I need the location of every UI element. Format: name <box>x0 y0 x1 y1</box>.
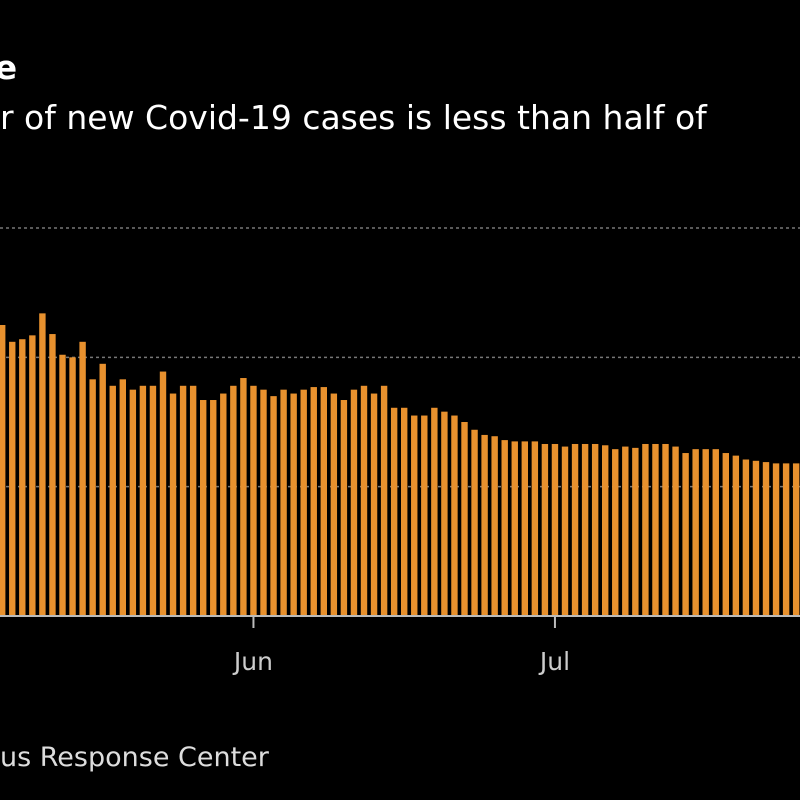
bar <box>19 339 26 616</box>
bar <box>541 443 549 616</box>
bar <box>79 341 86 616</box>
bar <box>581 443 589 616</box>
bar <box>129 389 137 616</box>
bar <box>280 389 287 616</box>
bar <box>491 436 498 616</box>
bar <box>210 400 217 616</box>
bar <box>461 422 468 616</box>
bar <box>591 443 599 616</box>
bar <box>330 393 338 616</box>
bar <box>401 407 408 616</box>
bar <box>612 449 619 616</box>
bar <box>752 460 760 616</box>
bar <box>380 385 388 616</box>
bar <box>200 400 207 616</box>
bar <box>250 385 257 616</box>
source-note: us Response Center <box>0 742 269 773</box>
bar <box>270 396 277 616</box>
bar <box>360 385 368 616</box>
bar <box>159 371 167 616</box>
bar <box>702 449 709 616</box>
bar <box>551 443 559 616</box>
bar <box>632 447 639 616</box>
bar <box>9 341 16 616</box>
bar <box>411 415 418 616</box>
bar <box>561 446 569 616</box>
bar <box>0 325 6 616</box>
bar <box>602 445 609 616</box>
bar <box>320 387 327 616</box>
bar <box>220 393 227 616</box>
bar <box>692 449 699 616</box>
bar <box>109 385 116 616</box>
bar <box>762 462 770 616</box>
bar <box>119 379 126 616</box>
bar <box>69 357 76 616</box>
bar <box>260 389 267 616</box>
bar <box>682 453 689 616</box>
bar <box>240 378 247 616</box>
chart-subtitle: r of new Covid-19 cases is less than hal… <box>0 98 707 137</box>
bar <box>340 400 348 616</box>
bar <box>300 389 307 616</box>
bar <box>421 415 428 616</box>
bar <box>49 334 56 616</box>
x-tick-label: Jun <box>232 647 273 676</box>
x-tick-label: Jul <box>538 647 570 676</box>
bar <box>179 385 187 616</box>
bar <box>622 446 629 616</box>
bar <box>59 354 66 616</box>
bar <box>672 446 679 616</box>
bar <box>662 443 669 616</box>
bar <box>642 443 649 616</box>
bar <box>531 441 539 616</box>
bar <box>29 335 36 616</box>
bar <box>169 393 177 616</box>
bar <box>481 434 488 616</box>
chart-title: ine <box>0 48 18 87</box>
bar <box>471 429 478 616</box>
bar <box>441 411 448 616</box>
bar <box>742 459 750 616</box>
bar <box>652 443 659 616</box>
bar <box>290 393 297 616</box>
bar <box>501 440 508 616</box>
bar <box>732 455 740 616</box>
bar <box>390 407 398 616</box>
bar <box>139 385 147 616</box>
bar <box>189 385 197 616</box>
bar <box>792 463 800 616</box>
bar <box>99 363 106 616</box>
bar <box>521 441 528 616</box>
bar <box>431 407 438 616</box>
bar <box>722 453 729 616</box>
bar <box>451 415 458 616</box>
bar <box>89 379 96 616</box>
bar <box>310 387 317 616</box>
bar <box>370 393 378 616</box>
bar <box>712 449 719 616</box>
bar <box>782 463 790 616</box>
bar <box>350 389 358 616</box>
bar <box>149 385 157 616</box>
bar <box>39 313 46 616</box>
bar <box>772 463 780 616</box>
bar <box>230 385 237 616</box>
bar <box>571 443 579 616</box>
bar <box>511 441 518 616</box>
